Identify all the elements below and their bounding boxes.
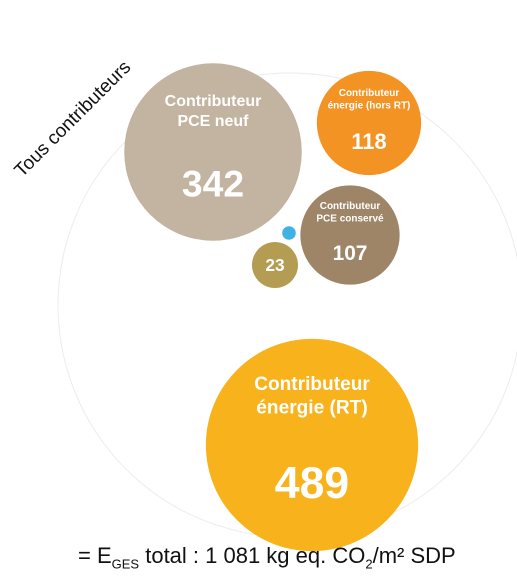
bubble	[282, 226, 296, 240]
footer-sub: 2	[365, 556, 373, 572]
footer: = EGES total : 1 081 kg eq. CO2/m² SDP	[78, 543, 456, 571]
bubble	[251, 241, 299, 289]
bubble-value: 489	[275, 459, 349, 508]
footer-text: total : 1 081 kg eq. CO	[139, 543, 366, 568]
bubble-value: 342	[182, 162, 244, 204]
bubble-label: Contributeur	[320, 201, 381, 212]
bubble-label: énergie (hors RT)	[328, 100, 411, 111]
footer-text: = E	[78, 543, 112, 568]
bubble	[300, 185, 400, 285]
bubble-value: 118	[351, 129, 386, 154]
bubble-label: énergie (RT)	[256, 398, 367, 419]
bubble-value: 107	[333, 242, 368, 265]
bubble-value: 23	[265, 255, 284, 275]
bubble-label: Contributeur	[254, 374, 370, 395]
bubble-label: Contributeur	[339, 88, 400, 99]
bubble	[205, 338, 419, 552]
footer-text: /m² SDP	[372, 543, 456, 568]
bubble-label: PCE conservé	[316, 214, 384, 225]
bubble	[124, 63, 302, 241]
bubble-label: Contributeur	[165, 93, 262, 110]
chart-title: Tous contributeurs	[11, 57, 136, 182]
footer-sub: GES	[111, 556, 140, 572]
bubble-label: PCE neuf	[178, 113, 250, 130]
bubble	[316, 70, 422, 176]
